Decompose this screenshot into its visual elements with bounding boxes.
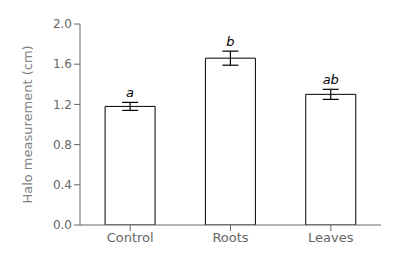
svg-text:a: a [126,85,134,100]
svg-text:2.0: 2.0 [53,17,72,31]
svg-text:Roots: Roots [212,230,248,245]
svg-text:ab: ab [323,72,339,87]
svg-text:0.8: 0.8 [53,138,72,152]
svg-text:0.0: 0.0 [53,218,72,232]
svg-text:1.6: 1.6 [53,57,72,71]
svg-text:b: b [226,34,234,49]
svg-text:0.4: 0.4 [53,178,72,192]
svg-text:1.2: 1.2 [53,98,72,112]
svg-text:Control: Control [107,230,154,245]
svg-text:Halo measurement (cm): Halo measurement (cm) [20,45,35,203]
svg-text:Leaves: Leaves [308,230,354,245]
